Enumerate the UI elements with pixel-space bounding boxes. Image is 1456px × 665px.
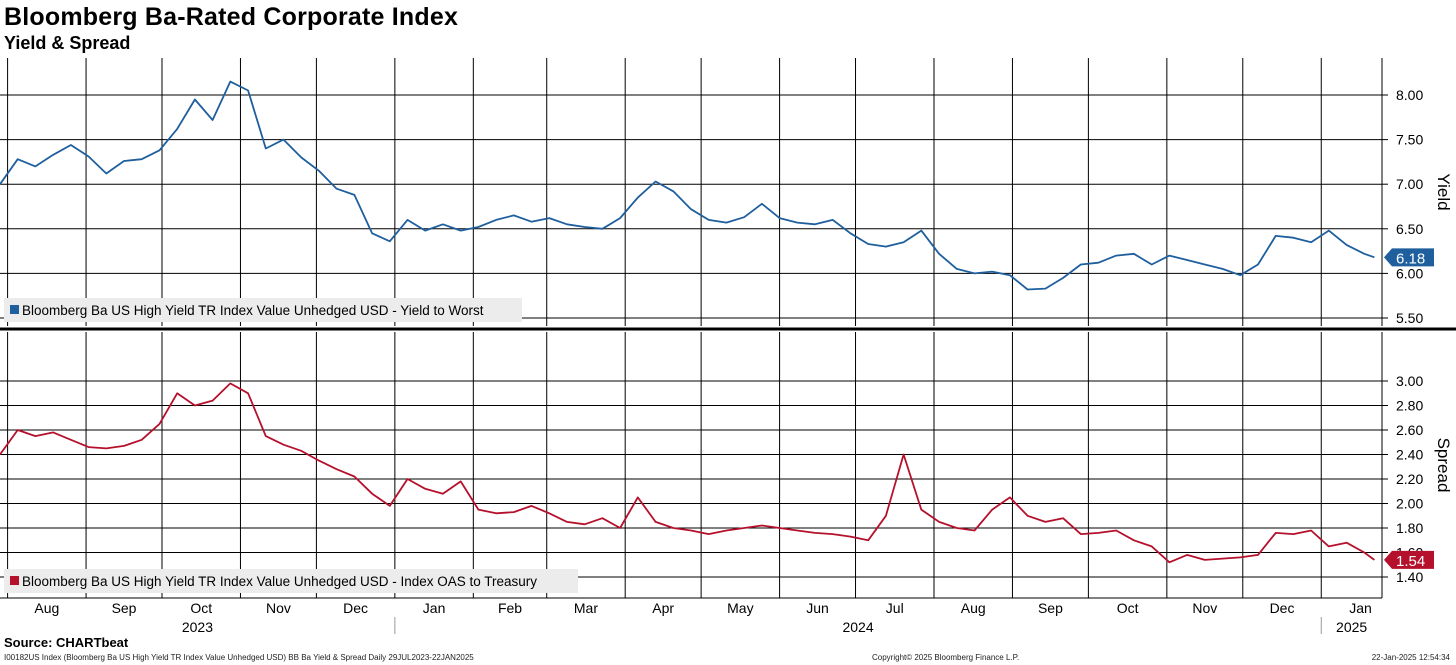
x-month-label: Oct: [190, 600, 212, 616]
x-year-label: 2023: [182, 619, 213, 635]
y-tick-label: 8.00: [1396, 87, 1423, 103]
legend-label: Bloomberg Ba US High Yield TR Index Valu…: [22, 574, 537, 589]
x-month-label: May: [727, 600, 753, 616]
chart-title: Bloomberg Ba-Rated Corporate Index: [4, 3, 459, 31]
x-month-label: Aug: [34, 600, 59, 616]
last-value-label: 1.54: [1396, 553, 1425, 570]
last-value-label: 6.18: [1396, 250, 1425, 267]
copyright-note: Copyright© 2025 Bloomberg Finance L.P.: [872, 653, 1020, 662]
legend-box: [4, 298, 522, 322]
legend-swatch: [10, 576, 19, 585]
series-line-yield: [0, 80, 1375, 291]
chart-subtitle: Yield & Spread: [4, 33, 131, 53]
source-note: Source: CHARTbeat: [4, 635, 129, 650]
x-month-label: Jul: [886, 600, 904, 616]
y-tick-label: 1.80: [1396, 520, 1423, 536]
last-value-badge: [1384, 550, 1434, 569]
x-month-label: Jun: [806, 600, 829, 616]
x-month-label: Sep: [1038, 600, 1063, 616]
x-year-label: 2024: [842, 619, 873, 635]
x-month-label: Dec: [343, 600, 368, 616]
legend-swatch: [10, 305, 19, 314]
x-month-label: Jan: [1349, 600, 1372, 616]
last-value-badge: [1384, 248, 1434, 267]
x-month-label: Aug: [961, 600, 986, 616]
y-axis-title: Yield: [1434, 173, 1453, 210]
ticker-note: I00182US Index (Bloomberg Ba US High Yie…: [4, 653, 474, 662]
y-tick-label: 2.40: [1396, 447, 1423, 463]
x-month-label: Apr: [652, 600, 674, 616]
y-axis-title: Spread: [1434, 438, 1453, 493]
y-tick-label: 5.50: [1396, 310, 1423, 326]
y-tick-label: 7.50: [1396, 132, 1423, 148]
x-month-label: Feb: [498, 600, 522, 616]
x-month-label: Sep: [112, 600, 137, 616]
y-tick-label: 2.00: [1396, 496, 1423, 512]
y-tick-label: 6.00: [1396, 265, 1423, 281]
x-month-label: Oct: [1117, 600, 1139, 616]
x-month-label: Nov: [1192, 600, 1217, 616]
x-month-label: Jan: [423, 600, 446, 616]
x-month-label: Dec: [1270, 600, 1295, 616]
y-tick-label: 2.80: [1396, 398, 1423, 414]
y-tick-label: 2.60: [1396, 422, 1423, 438]
y-tick-label: 2.20: [1396, 471, 1423, 487]
timestamp-note: 22-Jan-2025 12:54:34: [1371, 653, 1450, 662]
y-tick-label: 3.00: [1396, 373, 1423, 389]
y-tick-label: 1.40: [1396, 569, 1423, 585]
x-year-label: 2025: [1336, 619, 1367, 635]
x-month-label: Mar: [574, 600, 598, 616]
legend-label: Bloomberg Ba US High Yield TR Index Valu…: [22, 303, 484, 318]
series-line-spread: [0, 382, 1375, 564]
legend-box: [4, 569, 578, 593]
y-tick-label: 6.50: [1396, 221, 1423, 237]
x-month-label: Nov: [266, 600, 291, 616]
y-tick-label: 7.00: [1396, 176, 1423, 192]
